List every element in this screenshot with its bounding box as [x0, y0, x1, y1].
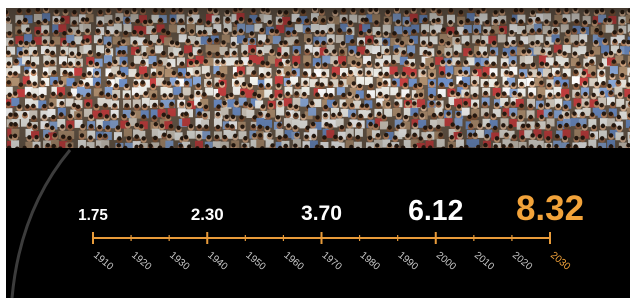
hair [630, 70, 634, 74]
infographic: 1910192019301940195019601970198019902000… [0, 0, 636, 304]
hair [630, 133, 634, 137]
value-label: 8.32 [516, 189, 584, 228]
hair [630, 49, 634, 53]
value-label: 2.30 [191, 205, 224, 224]
hair [630, 30, 634, 34]
crowd-photo [2, 6, 636, 161]
value-label: 1.75 [78, 207, 108, 224]
page: 1910192019301940195019601970198019902000… [0, 0, 636, 304]
value-label: 6.12 [408, 195, 463, 227]
hair [629, 125, 633, 129]
hair [629, 18, 633, 22]
photo-shade [6, 8, 630, 148]
value-label: 3.70 [301, 202, 342, 225]
head [629, 71, 635, 77]
